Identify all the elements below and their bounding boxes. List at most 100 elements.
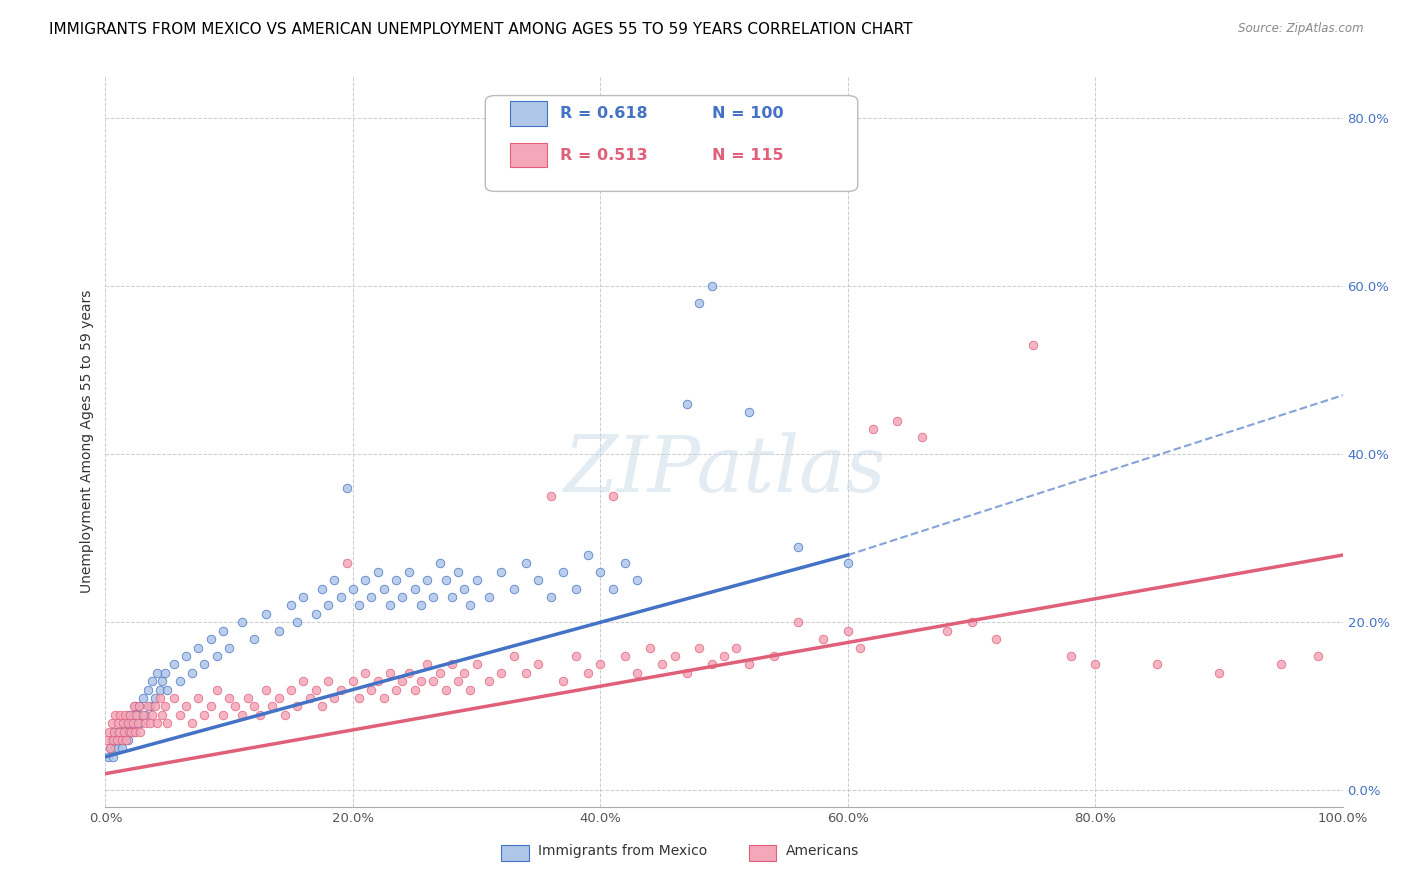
Point	[837, 624, 859, 638]
Point	[311, 699, 333, 714]
Point	[385, 682, 408, 697]
Point	[329, 682, 352, 697]
Point	[236, 690, 259, 705]
Point	[342, 674, 364, 689]
Point	[280, 682, 302, 697]
Point	[181, 665, 204, 680]
Point	[125, 707, 148, 722]
Point	[787, 540, 810, 554]
Point	[153, 665, 176, 680]
Point	[100, 741, 122, 756]
Y-axis label: Unemployment Among Ages 55 to 59 years: Unemployment Among Ages 55 to 59 years	[80, 290, 94, 593]
Point	[849, 640, 872, 655]
Point	[602, 582, 624, 596]
Point	[153, 699, 176, 714]
Point	[447, 565, 470, 579]
Point	[212, 707, 235, 722]
Point	[143, 699, 166, 714]
Point	[122, 724, 145, 739]
Point	[323, 574, 346, 588]
Point	[114, 707, 136, 722]
Point	[385, 574, 408, 588]
Point	[107, 741, 129, 756]
Point	[120, 724, 142, 739]
Point	[134, 707, 156, 722]
Point	[409, 599, 432, 613]
Point	[664, 648, 686, 663]
Point	[589, 565, 612, 579]
Point	[254, 682, 277, 697]
Point	[602, 489, 624, 503]
Text: R = 0.513: R = 0.513	[560, 148, 647, 162]
Point	[465, 657, 488, 672]
Point	[367, 674, 389, 689]
Point	[103, 724, 125, 739]
Point	[129, 724, 152, 739]
Point	[107, 716, 129, 731]
Point	[515, 557, 537, 571]
Point	[305, 682, 328, 697]
Point	[404, 582, 426, 596]
Point	[651, 657, 673, 672]
Point	[120, 707, 142, 722]
Point	[111, 716, 134, 731]
Point	[553, 674, 575, 689]
Point	[118, 707, 141, 722]
Point	[527, 574, 550, 588]
Point	[127, 716, 149, 731]
Point	[205, 648, 228, 663]
Point	[267, 690, 290, 705]
Point	[316, 674, 339, 689]
Point	[540, 590, 562, 604]
Point	[150, 707, 173, 722]
Point	[354, 665, 377, 680]
Point	[112, 733, 135, 747]
Point	[134, 716, 156, 731]
Point	[700, 657, 723, 672]
Point	[738, 405, 761, 419]
Point	[115, 733, 138, 747]
Point	[292, 590, 315, 604]
Point	[589, 657, 612, 672]
Point	[986, 632, 1008, 646]
Point	[107, 724, 129, 739]
Point	[187, 640, 209, 655]
Point	[378, 599, 401, 613]
Point	[149, 690, 172, 705]
Point	[224, 699, 246, 714]
Point	[700, 279, 723, 293]
Point	[391, 674, 413, 689]
Point	[243, 699, 266, 714]
Text: ZIPatlas: ZIPatlas	[562, 433, 886, 509]
Point	[121, 716, 143, 731]
Point	[174, 648, 197, 663]
Point	[131, 707, 153, 722]
Point	[460, 599, 482, 613]
Point	[360, 590, 382, 604]
Point	[254, 607, 277, 621]
Point	[515, 665, 537, 680]
Point	[193, 657, 215, 672]
Text: Source: ZipAtlas.com: Source: ZipAtlas.com	[1239, 22, 1364, 36]
Point	[104, 707, 127, 722]
FancyBboxPatch shape	[510, 102, 547, 126]
Point	[626, 665, 648, 680]
Point	[100, 716, 122, 731]
Text: N = 115: N = 115	[711, 148, 783, 162]
Point	[614, 648, 637, 663]
Point	[292, 674, 315, 689]
Point	[96, 733, 118, 747]
Point	[434, 574, 457, 588]
Point	[416, 574, 439, 588]
Point	[117, 733, 139, 747]
Point	[141, 707, 163, 722]
Point	[105, 733, 128, 747]
Point	[787, 615, 810, 630]
Point	[298, 690, 321, 705]
Point	[811, 632, 834, 646]
Point	[553, 565, 575, 579]
Point	[181, 716, 204, 731]
Point	[104, 741, 127, 756]
Point	[262, 699, 284, 714]
Point	[564, 648, 586, 663]
